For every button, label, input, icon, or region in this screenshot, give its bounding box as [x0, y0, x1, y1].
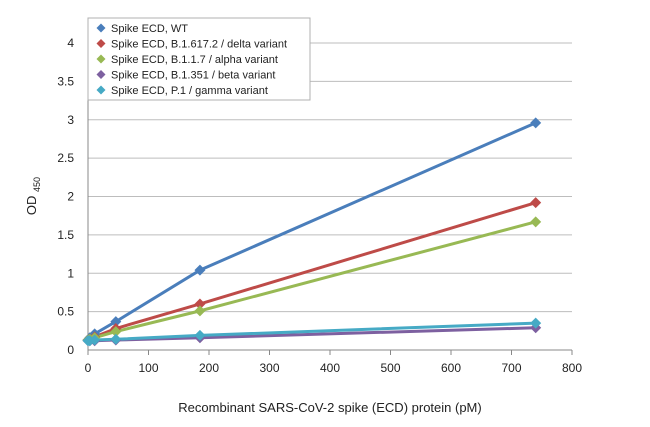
legend-marker — [96, 39, 106, 48]
legend-box — [87, 17, 311, 101]
legend-marker — [96, 85, 106, 95]
data-point-2 — [110, 326, 122, 338]
y-axis-ticks: 0 0.5 1 1.5 2 2.5 3 3.5 4 — [57, 36, 74, 357]
legend: Spike ECD, WT Spike ECD, B.1.617.2 / delt… — [87, 17, 311, 101]
x-tick-label: 600 — [441, 361, 461, 375]
series-line-0 — [86, 121, 538, 342]
data-point-4 — [89, 334, 101, 346]
data-point-0 — [194, 264, 206, 276]
x-tick-label: 500 — [380, 361, 400, 375]
y-tick-label: 2 — [67, 190, 74, 204]
series-line-2 — [86, 220, 538, 342]
legend-entry: Spike ECD, B.1.1.7 / alpha variant — [111, 54, 278, 66]
y-tick-label: 0.5 — [57, 305, 74, 319]
x-tick-label: 400 — [320, 361, 340, 375]
data-point-2 — [530, 216, 542, 228]
data-point-0 — [530, 117, 542, 129]
legend-marker — [96, 23, 106, 33]
x-tick-label: 300 — [259, 361, 279, 375]
y-tick-label: 3.5 — [57, 74, 74, 88]
x-tick-label: 800 — [562, 361, 582, 375]
legend-items: Spike ECD, WT Spike ECD, B.1.617.2 / delt… — [96, 23, 287, 97]
legend-marker — [96, 70, 106, 79]
legend-entry: Spike ECD, B.1.351 / beta variant — [111, 70, 275, 82]
series-lines — [86, 121, 538, 343]
legend-entry: Spike ECD, P.1 / gamma variant — [111, 85, 268, 97]
y-tick-label: 4 — [67, 36, 74, 50]
y-axis-title-main: OD — [24, 196, 39, 216]
data-point-2 — [194, 305, 206, 317]
x-axis-title: Recombinant SARS-CoV-2 spike (ECD) prote… — [178, 400, 481, 415]
y-tick-label: 1 — [67, 266, 74, 280]
data-point-4 — [110, 333, 122, 345]
x-tick-label: 700 — [501, 361, 521, 375]
data-point-0 — [110, 316, 122, 328]
data-point-1 — [530, 197, 542, 209]
y-tick-label: 2.5 — [57, 151, 74, 165]
y-axis-title: OD 450 — [24, 177, 42, 215]
legend-marker — [96, 54, 106, 64]
y-tick-label: 3 — [67, 113, 74, 127]
series-markers — [82, 117, 542, 347]
y-tick-label: 0 — [67, 343, 74, 357]
x-tick-label: 200 — [199, 361, 219, 375]
x-tick-label: 100 — [138, 361, 158, 375]
x-axis-ticks: 0 100 200 300 400 500 600 700 800 — [85, 350, 582, 375]
x-tick-label: 0 — [85, 361, 92, 375]
data-point-4 — [194, 329, 206, 341]
y-tick-label: 1.5 — [57, 228, 74, 242]
data-point-4 — [530, 317, 542, 329]
legend-entry: Spike ECD, B.1.617.2 / delta variant — [111, 39, 287, 51]
data-point-1 — [194, 298, 206, 310]
series-line-4 — [86, 321, 538, 343]
legend-entry: Spike ECD, WT — [111, 23, 188, 35]
series-line-1 — [86, 201, 538, 342]
y-axis-title-subscript: 450 — [32, 177, 42, 192]
